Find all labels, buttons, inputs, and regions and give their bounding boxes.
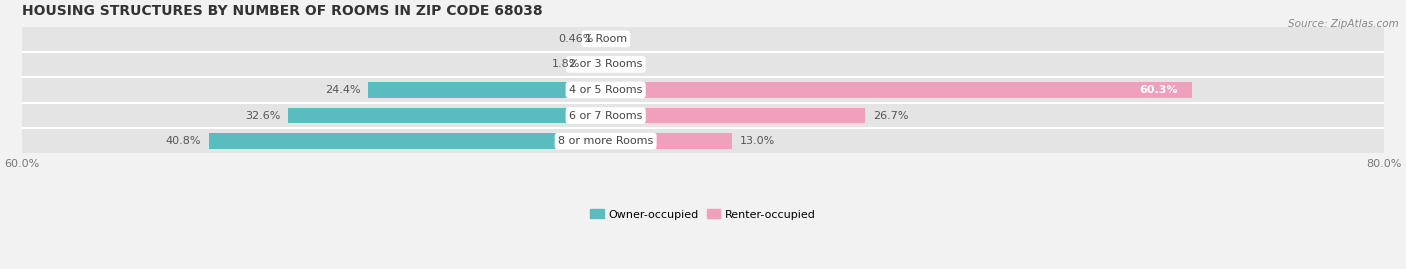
Text: 2 or 3 Rooms: 2 or 3 Rooms: [569, 59, 643, 69]
Text: 32.6%: 32.6%: [245, 111, 281, 121]
Text: 6 or 7 Rooms: 6 or 7 Rooms: [569, 111, 643, 121]
Text: 1.8%: 1.8%: [553, 59, 581, 69]
Bar: [368, 82, 606, 98]
Text: 40.8%: 40.8%: [166, 136, 201, 146]
Bar: [602, 31, 606, 47]
Text: 60.3%: 60.3%: [1139, 85, 1178, 95]
Text: 24.4%: 24.4%: [325, 85, 360, 95]
Bar: [208, 133, 606, 149]
Bar: [21, 129, 1384, 153]
Bar: [606, 133, 733, 149]
Bar: [21, 103, 1384, 128]
Text: 8 or more Rooms: 8 or more Rooms: [558, 136, 654, 146]
Bar: [21, 52, 1384, 77]
Text: 0.46%: 0.46%: [558, 34, 593, 44]
Bar: [288, 108, 606, 123]
Text: HOUSING STRUCTURES BY NUMBER OF ROOMS IN ZIP CODE 68038: HOUSING STRUCTURES BY NUMBER OF ROOMS IN…: [21, 4, 543, 18]
Bar: [606, 108, 866, 123]
Text: Source: ZipAtlas.com: Source: ZipAtlas.com: [1288, 19, 1399, 29]
Bar: [21, 78, 1384, 102]
Bar: [606, 82, 1192, 98]
Text: 1 Room: 1 Room: [585, 34, 627, 44]
Text: 13.0%: 13.0%: [740, 136, 775, 146]
Legend: Owner-occupied, Renter-occupied: Owner-occupied, Renter-occupied: [586, 205, 820, 224]
Bar: [588, 57, 606, 72]
Text: 4 or 5 Rooms: 4 or 5 Rooms: [569, 85, 643, 95]
Bar: [21, 27, 1384, 51]
Text: 26.7%: 26.7%: [873, 111, 908, 121]
